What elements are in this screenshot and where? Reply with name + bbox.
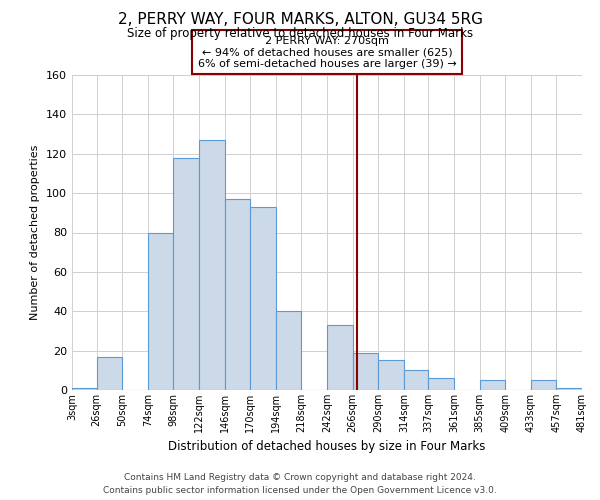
Text: 2 PERRY WAY: 270sqm
← 94% of detached houses are smaller (625)
6% of semi-detach: 2 PERRY WAY: 270sqm ← 94% of detached ho… <box>197 36 457 68</box>
Bar <box>97 356 122 390</box>
Bar <box>479 380 505 390</box>
Text: Size of property relative to detached houses in Four Marks: Size of property relative to detached ho… <box>127 28 473 40</box>
Text: 2, PERRY WAY, FOUR MARKS, ALTON, GU34 5RG: 2, PERRY WAY, FOUR MARKS, ALTON, GU34 5R… <box>118 12 482 28</box>
Text: Contains HM Land Registry data © Crown copyright and database right 2024.: Contains HM Land Registry data © Crown c… <box>124 472 476 482</box>
Bar <box>327 325 353 390</box>
Bar <box>224 199 250 390</box>
Bar <box>353 352 378 390</box>
Bar <box>276 311 301 390</box>
Bar <box>148 232 173 390</box>
Bar <box>556 388 582 390</box>
Bar <box>531 380 556 390</box>
X-axis label: Distribution of detached houses by size in Four Marks: Distribution of detached houses by size … <box>169 440 485 454</box>
Bar <box>378 360 404 390</box>
Bar <box>428 378 454 390</box>
Bar <box>199 140 224 390</box>
Bar <box>173 158 199 390</box>
Text: Contains public sector information licensed under the Open Government Licence v3: Contains public sector information licen… <box>103 486 497 495</box>
Y-axis label: Number of detached properties: Number of detached properties <box>31 145 40 320</box>
Bar <box>404 370 428 390</box>
Bar <box>72 388 97 390</box>
Bar <box>250 207 276 390</box>
